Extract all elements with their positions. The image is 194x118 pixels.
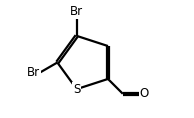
Text: S: S: [73, 83, 80, 96]
Text: O: O: [139, 87, 148, 100]
Text: Br: Br: [70, 5, 83, 18]
Text: Br: Br: [27, 66, 40, 79]
